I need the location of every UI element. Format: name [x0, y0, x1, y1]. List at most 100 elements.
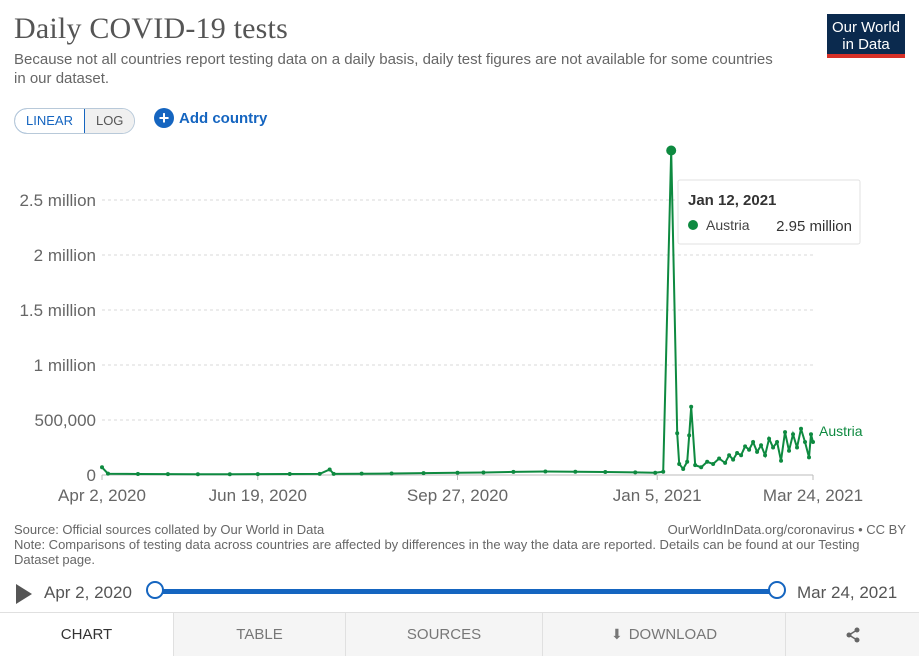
data-point[interactable]: [135, 472, 140, 477]
data-point[interactable]: [573, 469, 578, 474]
data-point[interactable]: [743, 444, 748, 449]
data-point[interactable]: [759, 443, 764, 448]
data-point[interactable]: [421, 471, 426, 476]
data-point[interactable]: [287, 472, 292, 477]
tab-download[interactable]: ⬇ DOWNLOAD: [542, 613, 785, 656]
logo-line-1: Our World: [831, 19, 901, 36]
data-point[interactable]: [685, 459, 690, 464]
data-point[interactable]: [795, 445, 800, 450]
data-point[interactable]: [105, 471, 110, 476]
timeline: Apr 2, 2020 Mar 24, 2021: [0, 578, 919, 608]
data-point[interactable]: [687, 433, 692, 438]
y-tick-label: 500,000: [35, 411, 96, 430]
data-point[interactable]: [779, 458, 784, 463]
data-point[interactable]: [747, 447, 752, 452]
data-point[interactable]: [699, 465, 704, 470]
data-point[interactable]: [731, 457, 736, 462]
timeline-start-label: Apr 2, 2020: [44, 583, 132, 602]
data-point[interactable]: [481, 470, 486, 475]
tooltip-series-swatch: [688, 220, 698, 230]
series-end-label: Austria: [819, 423, 863, 439]
line-chart: 0 500,000 1 million 1.5 million 2 million 2.5…: [19, 145, 863, 505]
data-point[interactable]: [739, 453, 744, 458]
tab-sources[interactable]: SOURCES: [345, 613, 542, 656]
x-tick-label: Jan 5, 2021: [613, 486, 702, 505]
data-point[interactable]: [675, 431, 680, 436]
data-point[interactable]: [787, 448, 792, 453]
data-point[interactable]: [723, 460, 728, 465]
data-point[interactable]: [653, 470, 658, 475]
data-point[interactable]: [799, 426, 804, 431]
x-tick-label: Jun 19, 2020: [209, 486, 307, 505]
data-point[interactable]: [603, 470, 608, 475]
data-point[interactable]: [717, 456, 722, 461]
data-point[interactable]: [677, 462, 682, 466]
data-point[interactable]: [763, 453, 768, 458]
data-point[interactable]: [317, 471, 322, 476]
data-point[interactable]: [767, 436, 772, 441]
data-point[interactable]: [661, 469, 666, 474]
owid-logo[interactable]: Our World in Data: [827, 14, 905, 58]
data-point[interactable]: [693, 463, 698, 468]
share-icon: [846, 627, 859, 642]
x-tick-label: Apr 2, 2020: [58, 486, 146, 505]
y-tick-label: 2.5 million: [19, 191, 96, 210]
data-point[interactable]: [775, 440, 780, 444]
x-tick-label: Mar 24, 2021: [763, 486, 863, 505]
logo-line-2: in Data: [842, 36, 890, 53]
data-point[interactable]: [755, 449, 760, 454]
data-point[interactable]: [681, 466, 686, 471]
data-point[interactable]: [771, 445, 776, 450]
tab-download-label: DOWNLOAD: [628, 626, 718, 643]
data-point[interactable]: [705, 459, 710, 464]
x-tick-label: Sep 27, 2020: [407, 486, 508, 505]
data-point[interactable]: [255, 472, 260, 477]
data-point[interactable]: [359, 471, 364, 476]
license-link[interactable]: OurWorldInData.org/coronavirus • CC BY: [667, 522, 906, 537]
data-point[interactable]: [711, 462, 716, 466]
data-point[interactable]: [389, 471, 394, 476]
data-point[interactable]: [100, 465, 104, 470]
play-icon[interactable]: [16, 584, 32, 604]
data-point[interactable]: [455, 470, 460, 475]
linear-scale-button[interactable]: LINEAR: [15, 109, 85, 133]
log-scale-button[interactable]: LOG: [84, 109, 135, 133]
data-point[interactable]: [811, 440, 815, 444]
scale-toggle: LINEAR LOG: [14, 108, 136, 134]
data-point[interactable]: [165, 472, 170, 477]
source-text: Source: Official sources collated by Our…: [14, 522, 325, 537]
data-point[interactable]: [195, 472, 200, 477]
y-tick-label: 1 million: [34, 356, 96, 375]
timeline-track[interactable]: [155, 589, 777, 594]
tab-table[interactable]: TABLE: [173, 613, 345, 656]
data-point[interactable]: [735, 451, 740, 455]
data-point[interactable]: [751, 440, 756, 444]
tooltip: Jan 12, 2021 Austria 2.95 million: [677, 179, 861, 245]
data-point[interactable]: [633, 470, 638, 475]
data-point[interactable]: [807, 455, 812, 460]
data-point[interactable]: [227, 472, 232, 477]
add-country-button[interactable]: + Add country: [154, 108, 267, 128]
data-point[interactable]: [809, 432, 814, 437]
data-point[interactable]: [727, 453, 732, 458]
data-point[interactable]: [331, 471, 336, 476]
data-point[interactable]: [689, 404, 694, 409]
highlighted-data-point[interactable]: [666, 145, 677, 156]
data-point[interactable]: [511, 469, 516, 474]
data-point[interactable]: [783, 430, 788, 435]
data-point[interactable]: [791, 432, 796, 437]
y-tick-label: 2 million: [34, 246, 96, 265]
chart-title: Daily COVID-19 tests: [14, 12, 288, 45]
tab-share[interactable]: [785, 613, 919, 656]
download-icon: ⬇: [610, 626, 623, 642]
timeline-start-handle[interactable]: [146, 581, 164, 599]
chart-subtitle: Because not all countries report testing…: [14, 51, 773, 87]
timeline-end-handle[interactable]: [768, 581, 786, 599]
tooltip-box: [677, 179, 861, 245]
data-point[interactable]: [543, 469, 548, 474]
data-point[interactable]: [803, 440, 808, 444]
y-tick-label: 1.5 million: [19, 301, 96, 320]
data-point[interactable]: [327, 467, 332, 472]
tab-chart[interactable]: CHART: [0, 613, 173, 656]
tooltip-series-name: Austria: [706, 217, 750, 233]
